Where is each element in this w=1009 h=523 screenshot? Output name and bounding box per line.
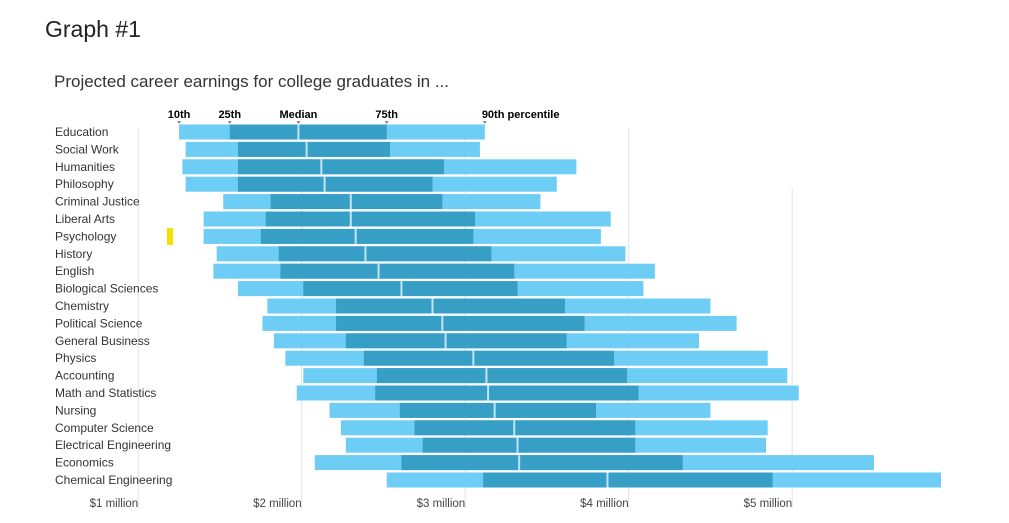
percentile-marker-icon [296, 121, 301, 124]
category-label: Criminal Justice [55, 195, 140, 209]
category-label: Math and Statistics [55, 386, 156, 400]
page-title: Graph #1 [45, 16, 141, 42]
category-label: Accounting [55, 369, 114, 383]
bar-interquartile-range [270, 194, 443, 210]
percentile-header: 75th [375, 109, 398, 121]
bar-interquartile-range [375, 385, 639, 401]
bar-interquartile-range [336, 298, 565, 314]
bar-interquartile-range [401, 455, 683, 471]
percentile-header: 10th [168, 109, 191, 121]
x-tick-label: $5 million [744, 498, 793, 510]
category-label: Economics [55, 456, 114, 470]
bar-interquartile-range [280, 263, 515, 279]
bar-interquartile-range [303, 281, 518, 297]
category-label: Chemistry [55, 299, 109, 313]
x-tick-label: $3 million [417, 498, 466, 510]
percentile-header: 90th percentile [482, 109, 560, 121]
chart-title: Projected career earnings for college gr… [54, 72, 450, 91]
category-label: General Business [55, 334, 150, 348]
category-label: Liberal Arts [55, 212, 115, 226]
bar-interquartile-range [237, 141, 390, 157]
bar-interquartile-range [399, 402, 596, 418]
x-tick-label: $1 million [90, 498, 139, 510]
category-label: Philosophy [55, 177, 114, 191]
x-tick-label: $4 million [580, 498, 629, 510]
category-label: Electrical Engineering [55, 438, 171, 452]
x-tick-label: $2 million [253, 498, 302, 510]
bar-interquartile-range [422, 437, 636, 453]
category-label: Physics [55, 351, 96, 365]
bar-interquartile-range [345, 333, 567, 349]
percentile-marker-icon [177, 121, 182, 124]
category-label: History [55, 247, 92, 261]
category-label: English [55, 264, 94, 278]
bar-interquartile-range [265, 211, 476, 227]
bar-interquartile-range [363, 350, 614, 366]
bar-interquartile-range [278, 246, 492, 262]
bar-interquartile-range [414, 420, 636, 436]
percentile-header: Median [279, 109, 317, 121]
category-label: Political Science [55, 316, 143, 330]
bar-interquartile-range [237, 159, 444, 175]
category-label: Education [55, 125, 108, 139]
category-label: Computer Science [55, 421, 154, 435]
category-label: Chemical Engineering [55, 473, 172, 487]
category-label: Humanities [55, 160, 115, 174]
bar-interquartile-range [260, 228, 474, 244]
percentile-marker-icon [482, 121, 487, 124]
bar-interquartile-range [237, 176, 433, 192]
percentile-marker-icon [227, 121, 232, 124]
bar-interquartile-range [483, 472, 773, 488]
category-label: Biological Sciences [55, 282, 158, 296]
highlight-marker [167, 227, 173, 245]
bar-interquartile-range [336, 315, 585, 331]
percentile-header: 25th [218, 109, 241, 121]
bar-interquartile-range [229, 124, 387, 140]
bar-interquartile-range [376, 368, 628, 384]
percentile-marker-icon [384, 121, 389, 124]
category-label: Nursing [55, 403, 96, 417]
category-label: Psychology [55, 229, 116, 243]
category-label: Social Work [55, 142, 120, 156]
